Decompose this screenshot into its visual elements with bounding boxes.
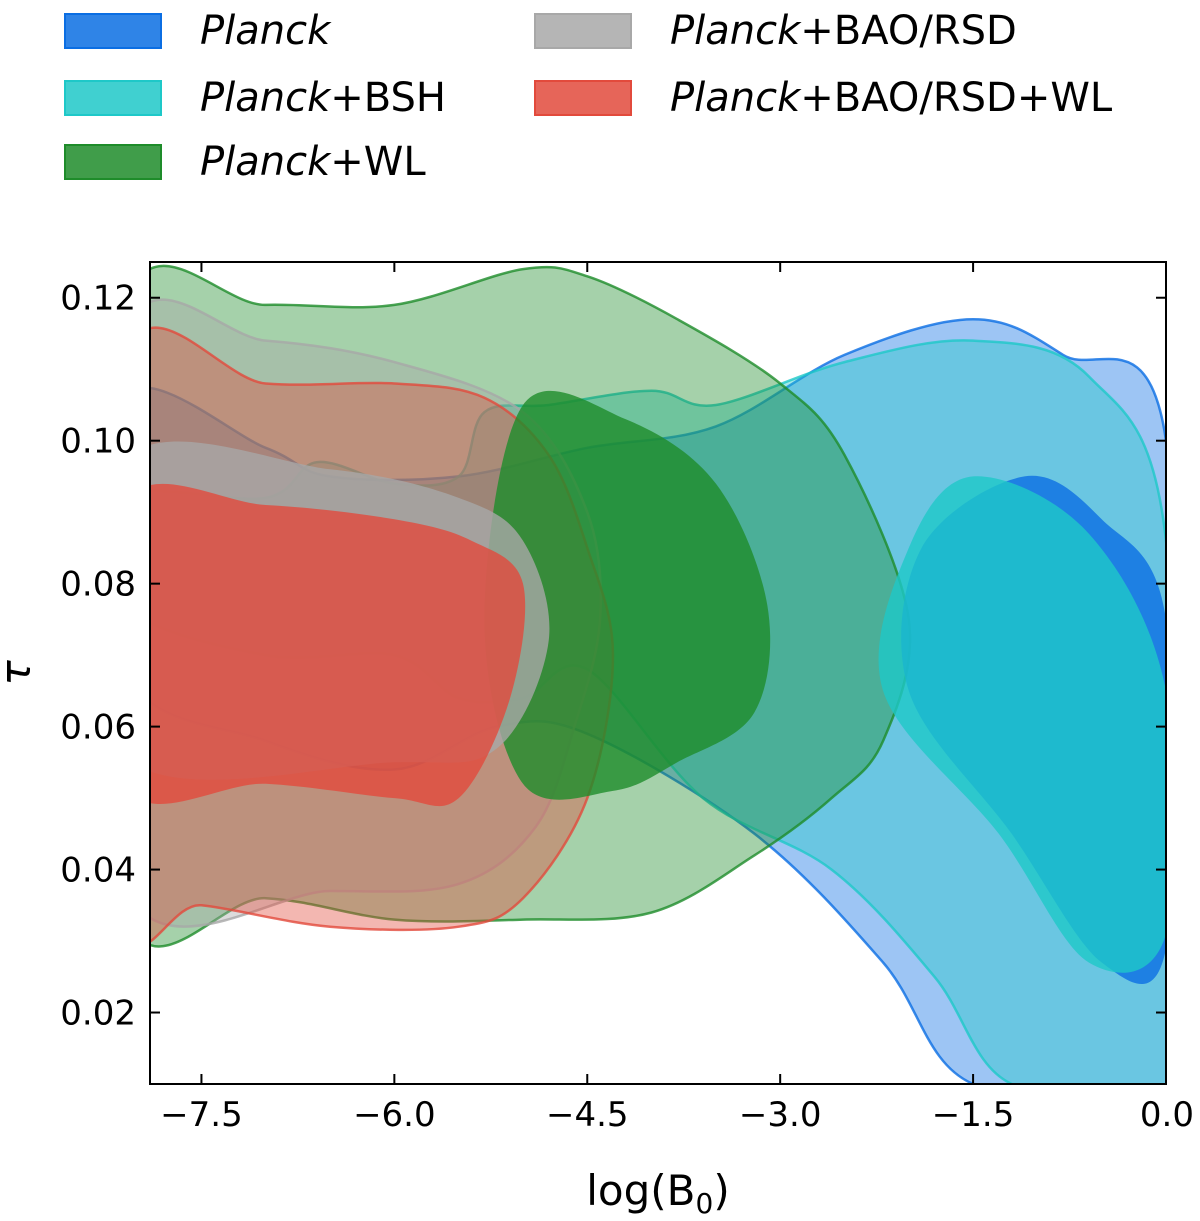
- y-tick-label: 0.08: [60, 565, 136, 605]
- legend-label: Planck+BAO/RSD: [670, 8, 1017, 54]
- x-tick-label: −3.0: [739, 1095, 822, 1135]
- y-tick-label: 0.02: [60, 994, 136, 1034]
- legend-swatch: [534, 80, 632, 116]
- contour-68-planck-bsh: [878, 476, 1166, 973]
- x-tick-label: 0.0: [1140, 1095, 1194, 1135]
- y-tick-label: 0.12: [60, 279, 136, 319]
- y-axis-label: τ: [0, 660, 40, 686]
- y-tick-label: 0.06: [60, 708, 136, 748]
- legend-label: Planck+BAO/RSD+WL: [670, 75, 1113, 121]
- contour-68-planck-wl: [484, 390, 771, 800]
- x-tick-label: −4.5: [546, 1095, 629, 1135]
- x-tick-label: −1.5: [932, 1095, 1015, 1135]
- plot-area: [150, 264, 1166, 1084]
- legend-item-planck-bao-rsd-wl: Planck+BAO/RSD+WL: [534, 75, 1113, 121]
- x-tick-label: −7.5: [160, 1095, 243, 1135]
- legend-swatch: [534, 13, 632, 49]
- legend-item-planck-bsh: Planck+BSH: [64, 75, 446, 121]
- legend: Planck Planck+BSH Planck+WL Planck+BAO/RSD P…: [64, 8, 1113, 185]
- legend-label: Planck+WL: [200, 139, 426, 185]
- contours-68: [150, 390, 1166, 984]
- x-axis-ticks: −7.5 −6.0 −4.5 −3.0 −1.5 0.0: [160, 262, 1194, 1135]
- legend-swatch: [64, 13, 162, 49]
- y-tick-label: 0.04: [60, 851, 136, 891]
- legend-item-planck-wl: Planck+WL: [64, 139, 426, 185]
- legend-item-planck: Planck: [64, 8, 332, 54]
- x-tick-label: −6.0: [353, 1095, 436, 1135]
- legend-swatch: [64, 144, 162, 180]
- y-axis-ticks: 0.02 0.04 0.06 0.08 0.10 0.12: [60, 279, 1166, 1034]
- legend-label: Planck+BSH: [200, 75, 446, 121]
- contour-68-planck-bao-rsd-wl: [150, 483, 526, 807]
- plot-frame: [149, 261, 1167, 1085]
- legend-swatch: [64, 80, 162, 116]
- x-axis-label: log(B0): [586, 1166, 729, 1220]
- legend-label: Planck: [200, 8, 332, 54]
- y-tick-label: 0.10: [60, 422, 136, 462]
- legend-item-planck-bao-rsd: Planck+BAO/RSD: [534, 8, 1017, 54]
